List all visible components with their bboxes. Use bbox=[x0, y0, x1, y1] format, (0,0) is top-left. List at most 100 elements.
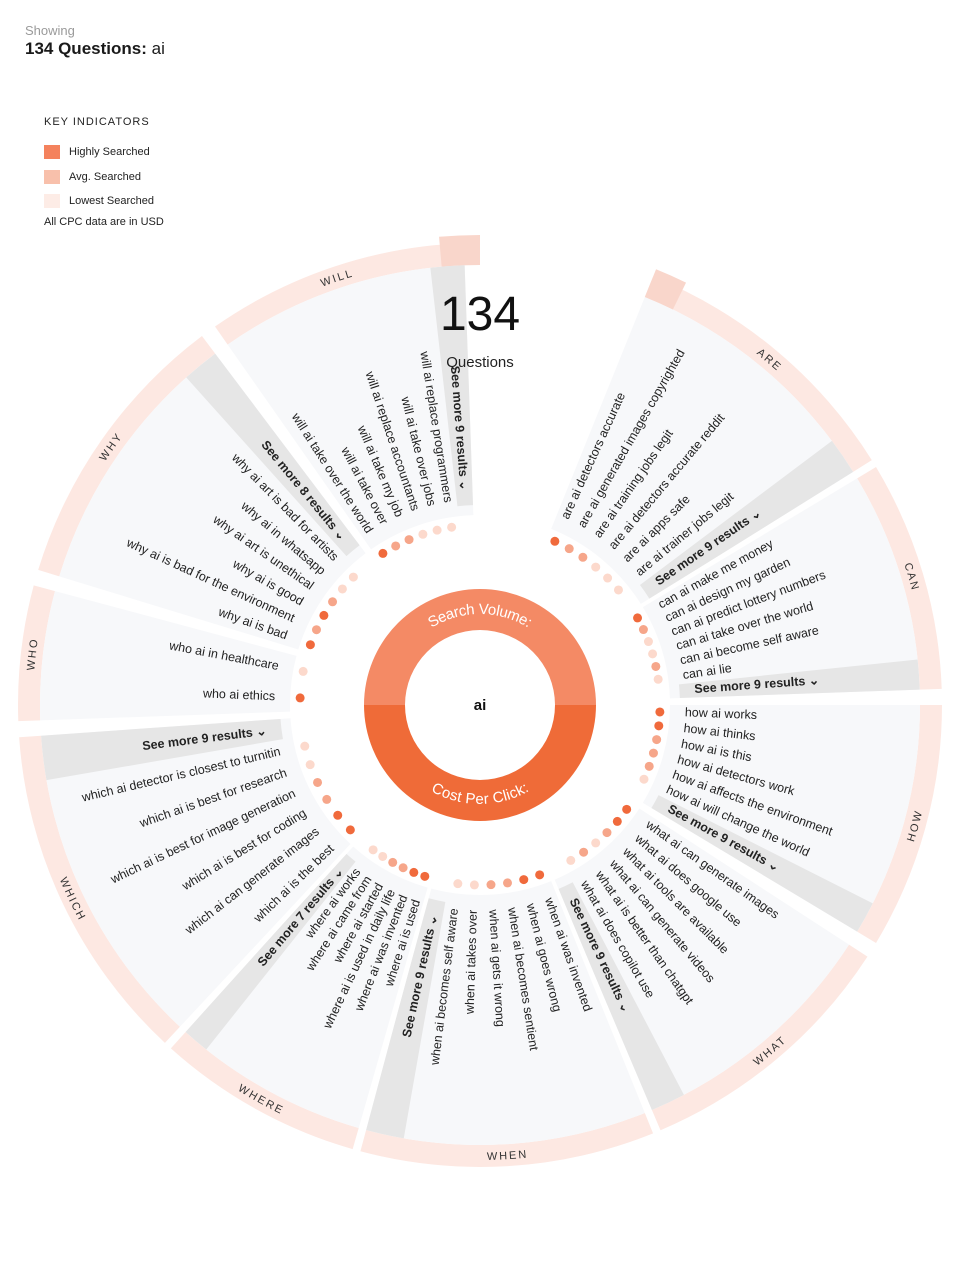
search-volume-dot bbox=[409, 867, 419, 877]
search-keyword: ai bbox=[151, 39, 165, 58]
search-volume-dot bbox=[633, 613, 643, 623]
search-volume-dot bbox=[639, 774, 649, 784]
search-volume-dot bbox=[453, 879, 463, 889]
group-panel-are bbox=[551, 297, 854, 605]
search-volume-dot bbox=[612, 816, 622, 826]
search-volume-dot bbox=[564, 544, 574, 554]
search-volume-dot bbox=[311, 625, 321, 635]
see-more-band bbox=[41, 718, 283, 781]
search-volume-dot bbox=[579, 847, 589, 857]
see-more-band bbox=[430, 265, 474, 507]
search-volume-dot bbox=[652, 735, 662, 745]
search-volume-dot bbox=[420, 871, 430, 881]
legend-swatch-low bbox=[44, 194, 60, 209]
see-more-band bbox=[678, 659, 920, 699]
group-divider bbox=[669, 698, 920, 705]
group-ring-where bbox=[170, 1031, 359, 1150]
legend-swatch-high bbox=[44, 145, 60, 160]
search-volume-dot bbox=[550, 536, 560, 546]
legend-title: KEY INDICATORS bbox=[44, 116, 150, 128]
search-volume-arc[interactable] bbox=[364, 589, 596, 705]
search-volume-dot bbox=[348, 572, 358, 582]
search-volume-dot bbox=[388, 857, 398, 867]
results-headline: 134 Questions: ai bbox=[25, 39, 165, 59]
question-item[interactable]: can ai lie bbox=[682, 661, 733, 682]
search-volume-dot bbox=[391, 541, 401, 551]
group-divider bbox=[547, 294, 642, 529]
question-item[interactable]: when ai takes over bbox=[463, 910, 480, 1016]
legend-swatch-avg bbox=[44, 169, 60, 184]
group-divider bbox=[551, 879, 652, 1112]
search-volume-dot bbox=[313, 777, 323, 787]
center-keyword: ai bbox=[474, 697, 487, 714]
search-volume-dot bbox=[469, 880, 479, 890]
search-volume-dot bbox=[328, 597, 338, 607]
search-volume-dot bbox=[591, 838, 601, 848]
search-volume-dot bbox=[345, 825, 355, 835]
legend-item-avg: Avg. Searched bbox=[44, 165, 164, 190]
center-backdrop bbox=[310, 535, 650, 875]
group-panel-who bbox=[40, 591, 297, 721]
search-volume-dot bbox=[502, 878, 512, 888]
group-divider bbox=[640, 472, 856, 607]
group-divider bbox=[182, 844, 354, 1032]
total-questions-label: Questions bbox=[446, 354, 514, 371]
search-volume-dot bbox=[319, 610, 329, 620]
search-volume-dot bbox=[603, 573, 613, 583]
group-panel-will bbox=[227, 265, 474, 550]
group-panel-where bbox=[185, 846, 428, 1128]
group-ring-who bbox=[17, 585, 55, 722]
search-volume-dot bbox=[535, 870, 545, 880]
group-panel-how bbox=[642, 705, 920, 932]
legend-item-high: Highly Searched bbox=[44, 140, 164, 165]
group-ring-when bbox=[360, 1112, 654, 1167]
group-divider bbox=[57, 580, 299, 654]
search-volume-dot bbox=[591, 562, 601, 572]
group-panel-can bbox=[642, 478, 920, 699]
ring-accent-left bbox=[439, 235, 480, 267]
group-divider bbox=[222, 346, 371, 552]
question-count: 134 Questions: bbox=[25, 39, 147, 58]
legend-label-low: Lowest Searched bbox=[69, 195, 154, 208]
search-volume-dot bbox=[337, 584, 347, 594]
total-questions-count: 134 bbox=[440, 288, 520, 341]
search-volume-dot bbox=[322, 794, 332, 804]
search-volume-dot bbox=[519, 875, 529, 885]
search-volume-dot bbox=[602, 828, 612, 838]
group-ring-will bbox=[215, 243, 465, 345]
search-volume-dot bbox=[613, 585, 623, 595]
group-label-when[interactable]: WHEN bbox=[487, 1148, 529, 1163]
group-ring-which bbox=[19, 735, 180, 1043]
search-volume-dot bbox=[300, 741, 310, 751]
group-ring-what bbox=[651, 944, 868, 1131]
group-divider bbox=[639, 805, 853, 942]
search-volume-dot bbox=[378, 851, 388, 861]
showing-label: Showing bbox=[25, 23, 75, 38]
see-more-band bbox=[186, 353, 360, 557]
search-volume-dot bbox=[368, 845, 378, 855]
search-volume-dot bbox=[305, 640, 315, 650]
search-volume-dot bbox=[432, 525, 442, 535]
group-divider bbox=[40, 712, 291, 728]
group-label-who[interactable]: WHO bbox=[25, 637, 41, 671]
search-volume-dot bbox=[486, 880, 496, 890]
search-volume-dot bbox=[654, 721, 664, 731]
cost-per-click-arc[interactable] bbox=[364, 705, 596, 821]
group-ring-can bbox=[857, 467, 942, 690]
search-volume-dot bbox=[644, 761, 654, 771]
key-indicators: KEY INDICATORS Highly Searched Avg. Sear… bbox=[44, 116, 164, 228]
search-volume-dot bbox=[305, 760, 315, 770]
cpc-note: All CPC data are in USD bbox=[44, 215, 164, 228]
search-volume-dot bbox=[643, 637, 653, 647]
see-more-band bbox=[558, 882, 684, 1111]
search-volume-dot bbox=[566, 855, 576, 865]
search-volume-dot bbox=[648, 748, 658, 758]
question-item[interactable]: how ai works bbox=[685, 705, 758, 722]
question-item[interactable]: who ai ethics bbox=[202, 686, 276, 703]
search-volume-dot bbox=[298, 666, 308, 676]
group-ring-why bbox=[38, 336, 216, 577]
search-volume-dot bbox=[333, 810, 343, 820]
legend-item-low: Lowest Searched bbox=[44, 189, 164, 214]
see-more-band bbox=[366, 898, 446, 1139]
